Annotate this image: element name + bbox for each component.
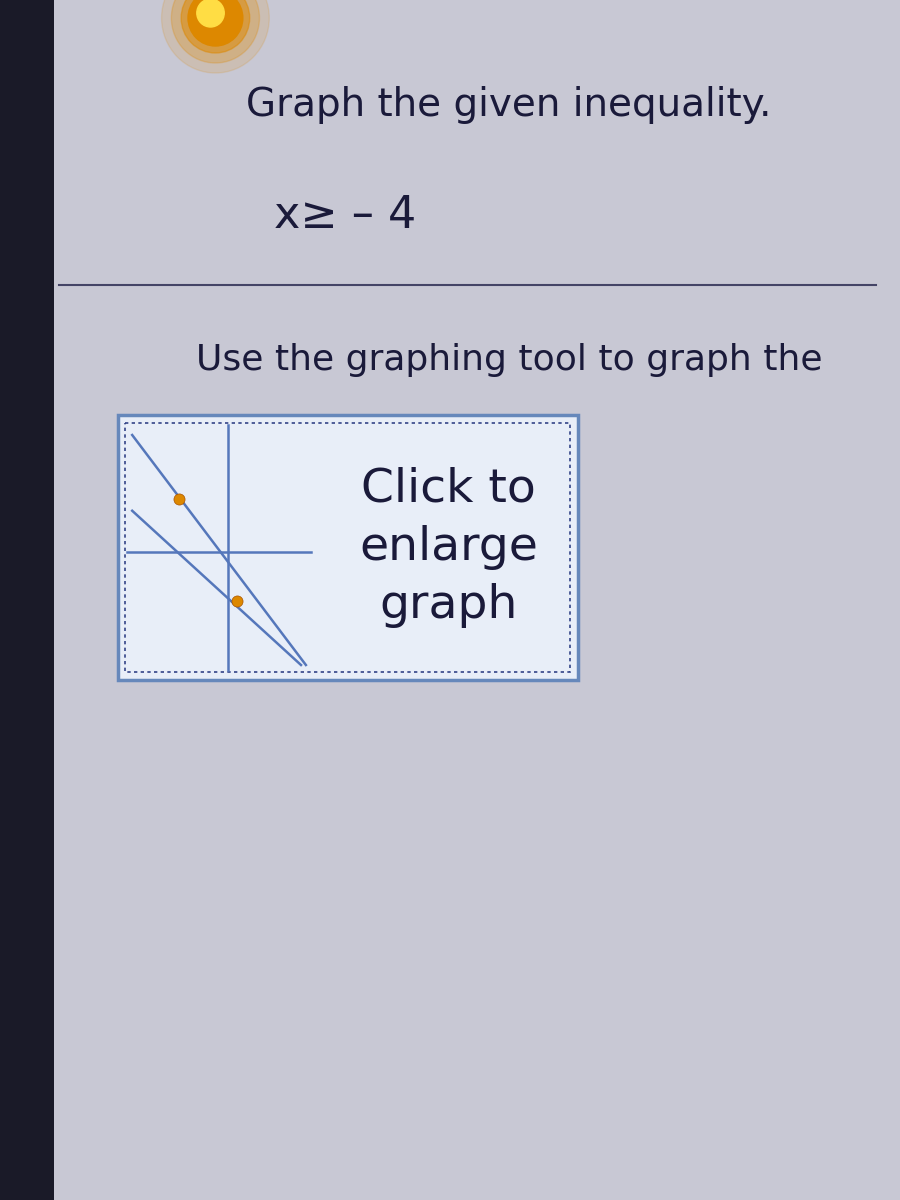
Bar (125, 422, 570, 672)
Circle shape (171, 0, 259, 62)
Text: Click to: Click to (362, 467, 536, 512)
Circle shape (197, 0, 224, 26)
Bar (0, 0, 54, 1200)
Circle shape (181, 0, 249, 53)
Bar (118, 415, 578, 680)
Circle shape (188, 0, 243, 46)
Text: x≥ – 4: x≥ – 4 (274, 193, 417, 236)
Circle shape (162, 0, 269, 73)
Text: graph: graph (380, 583, 518, 628)
Text: Use the graphing tool to graph the: Use the graphing tool to graph the (196, 343, 823, 377)
Text: enlarge: enlarge (359, 526, 538, 570)
Text: Graph the given inequality.: Graph the given inequality. (247, 86, 772, 124)
